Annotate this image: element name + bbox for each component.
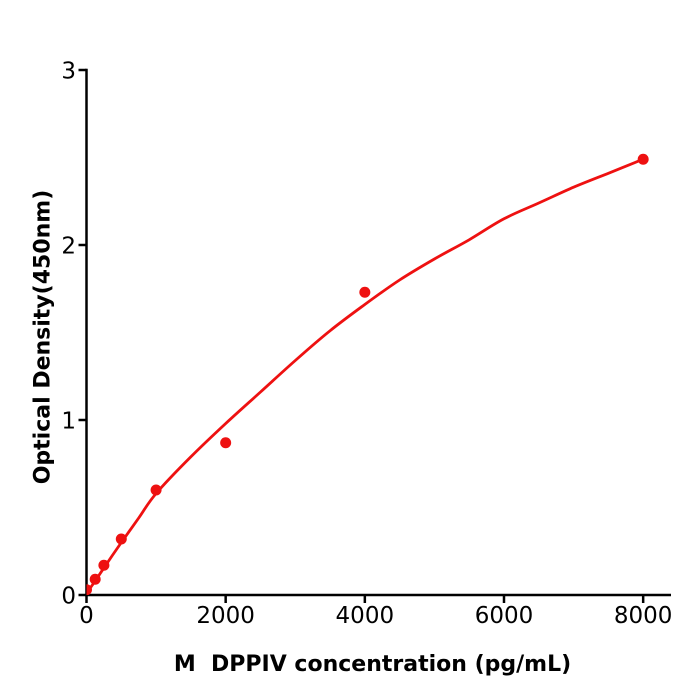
plot-content xyxy=(86,153,649,595)
x-tick-label: 8000 xyxy=(614,603,673,629)
y-tick-label: 0 xyxy=(61,584,76,610)
fit-curve xyxy=(86,157,645,595)
y-axis-title: Optical Density(450nm) xyxy=(30,189,56,485)
data-point xyxy=(359,286,371,298)
x-tick-label: 4000 xyxy=(336,603,395,629)
x-axis-title: M DPPIV concentration (pg/mL) xyxy=(173,652,572,677)
data-point xyxy=(637,153,649,165)
data-point xyxy=(98,559,110,571)
x-tick-label: 6000 xyxy=(475,603,534,629)
data-point xyxy=(220,437,232,449)
data-point xyxy=(115,533,127,545)
data-point xyxy=(89,573,101,585)
data-point xyxy=(150,484,162,496)
y-tick-label: 2 xyxy=(61,234,76,260)
x-tick-label: 2000 xyxy=(196,603,255,629)
y-tick-label: 3 xyxy=(61,59,76,85)
y-tick-label: 1 xyxy=(61,409,76,435)
data-point xyxy=(86,584,92,595)
x-tick-label: 0 xyxy=(79,603,94,629)
